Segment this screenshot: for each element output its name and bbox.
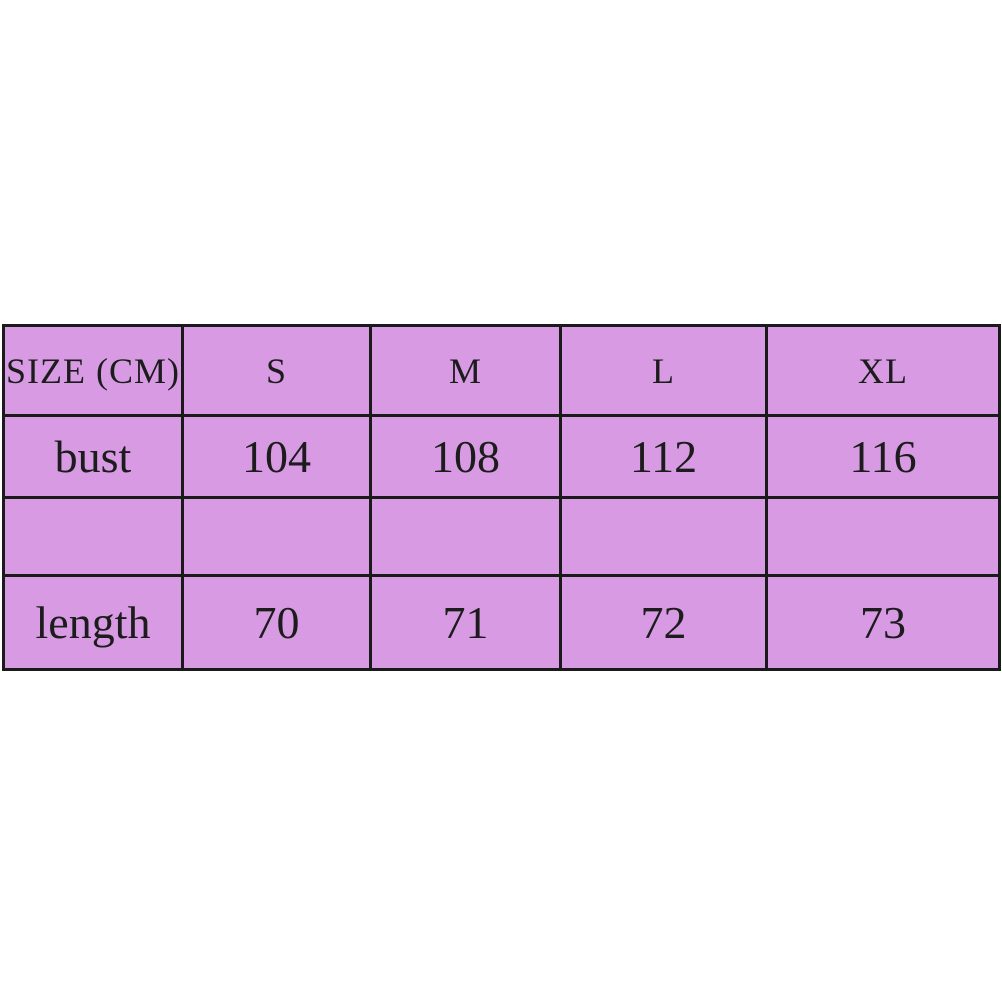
size-chart-table: SIZE (CM) S M L XL bust 104 108 112 116 …	[2, 324, 1001, 671]
cell-bust-m: 108	[369, 414, 562, 499]
header-cell-size-l: L	[559, 324, 768, 417]
cell-length-s: 70	[181, 574, 372, 671]
row-label-bust: bust	[2, 414, 184, 499]
table-row-length: length 70 71 72 73	[2, 574, 1001, 671]
table-row-bust: bust 104 108 112 116	[2, 414, 1001, 499]
cell-empty-xl	[765, 496, 1001, 577]
row-label-empty	[2, 496, 184, 577]
cell-bust-xl: 116	[765, 414, 1001, 499]
header-cell-size-m: M	[369, 324, 562, 417]
cell-length-l: 72	[559, 574, 768, 671]
header-cell-size-s: S	[181, 324, 372, 417]
size-chart-header-row: SIZE (CM) S M L XL	[2, 324, 1001, 417]
cell-empty-l	[559, 496, 768, 577]
header-cell-size-xl: XL	[765, 324, 1001, 417]
cell-bust-s: 104	[181, 414, 372, 499]
cell-length-m: 71	[369, 574, 562, 671]
cell-empty-m	[369, 496, 562, 577]
table-row-empty	[2, 496, 1001, 577]
cell-empty-s	[181, 496, 372, 577]
header-cell-size-cm: SIZE (CM)	[2, 324, 184, 417]
cell-bust-l: 112	[559, 414, 768, 499]
row-label-length: length	[2, 574, 184, 671]
cell-length-xl: 73	[765, 574, 1001, 671]
